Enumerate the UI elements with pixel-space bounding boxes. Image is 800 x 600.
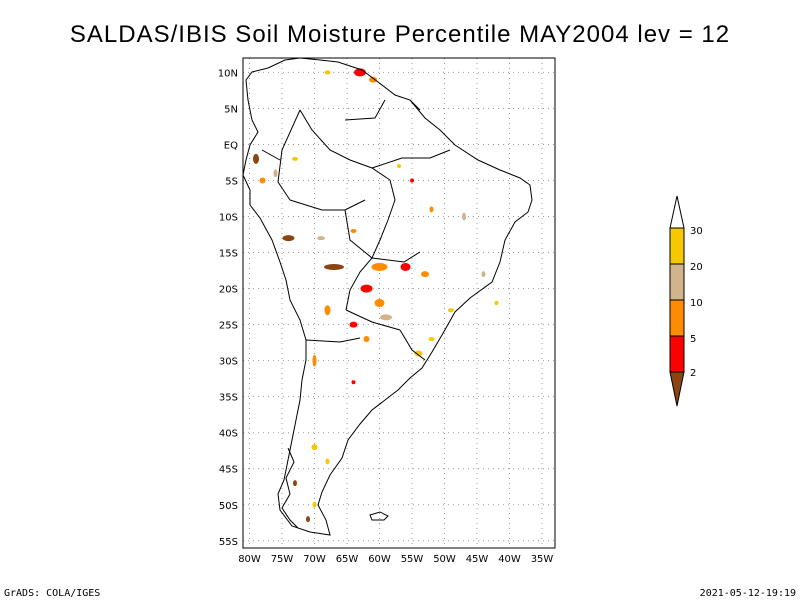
latitude-tick-label: 20S	[219, 285, 238, 296]
percentile-patch	[462, 212, 466, 221]
percentile-patch	[374, 299, 385, 307]
percentile-patch	[414, 350, 423, 357]
latitude-tick-label: 40S	[219, 429, 238, 440]
percentile-patches	[253, 68, 499, 523]
percentile-patch	[363, 336, 370, 343]
percentile-patch	[421, 271, 429, 278]
latitude-tick-label: 5N	[224, 104, 238, 115]
percentile-patch	[397, 164, 401, 169]
latitude-tick-label: 35S	[219, 393, 238, 404]
latitude-tick-label: 30S	[219, 357, 238, 368]
percentile-patch	[349, 321, 358, 328]
percentile-patch	[312, 354, 317, 367]
coastline-outlines	[242, 57, 533, 536]
colorbar-label: 5	[690, 334, 696, 345]
latitude-tick-labels: 10N 5N EQ 5S 10S 15S 20S 25S 30S 35S 40S 45S 50S 55S	[218, 68, 238, 547]
colorbar-bottom-triangle	[669, 371, 685, 407]
longitude-tick-label: 60W	[368, 554, 391, 565]
footer-timestamp: 2021-05-12-19:19	[700, 588, 796, 599]
percentile-patch	[448, 308, 454, 313]
chiloe-islands	[281, 447, 299, 529]
percentile-patch	[324, 70, 331, 75]
percentile-patch	[311, 444, 318, 451]
latitude-tick-label: 55S	[219, 537, 238, 548]
percentile-patch	[312, 501, 317, 508]
longitude-tick-label: 80W	[238, 554, 261, 565]
longitude-tick-label: 45W	[466, 554, 489, 565]
colorbar-label: 30	[690, 226, 703, 237]
colorbar-label: 2	[690, 368, 696, 379]
percentile-patch	[400, 262, 411, 271]
country-borders	[261, 99, 451, 361]
percentile-patch	[324, 263, 344, 270]
latitude-tick-label: 10N	[218, 68, 238, 79]
latitude-tick-label: 50S	[219, 501, 238, 512]
colorbar	[669, 195, 685, 407]
colorbar-box-10-20	[669, 263, 685, 301]
percentile-patch	[324, 305, 331, 316]
colorbar-top-triangle	[669, 195, 685, 229]
percentile-patch	[253, 153, 259, 164]
colorbar-box-20-30	[669, 227, 685, 265]
graticule	[243, 58, 555, 548]
percentile-patch	[259, 177, 266, 184]
latitude-tick-label: 10S	[219, 213, 238, 224]
colorbar-label: 10	[690, 298, 703, 309]
longitude-tick-label: 55W	[401, 554, 424, 565]
colorbar-labels: 30 20 10 5 2	[690, 226, 703, 379]
percentile-patch	[273, 169, 278, 178]
longitude-tick-label: 35W	[531, 554, 554, 565]
percentile-patch	[371, 262, 388, 271]
percentile-patch	[494, 301, 499, 305]
percentile-patch	[369, 76, 377, 83]
latitude-tick-label: 25S	[219, 321, 238, 332]
longitude-tick-label: 40W	[498, 554, 521, 565]
colorbar-box-2-5	[669, 335, 685, 373]
percentile-patch	[292, 156, 298, 161]
longitude-tick-label: 65W	[336, 554, 359, 565]
colorbar-label: 20	[690, 262, 703, 273]
percentile-patch	[325, 458, 330, 465]
latitude-tick-label: 5S	[225, 177, 238, 188]
percentile-patch	[282, 235, 295, 242]
percentile-patch	[360, 284, 373, 293]
percentile-patch	[429, 206, 434, 213]
latitude-tick-label: 15S	[219, 249, 238, 260]
longitude-tick-label: 50W	[433, 554, 456, 565]
colorbar-box-5-10	[669, 299, 685, 337]
map-title: SALDAS/IBIS Soil Moisture Percentile MAY…	[70, 21, 730, 48]
percentile-patch	[293, 480, 297, 487]
percentile-patch	[428, 337, 435, 342]
longitude-tick-label: 75W	[271, 554, 294, 565]
map-frame	[242, 57, 556, 549]
percentile-patch	[350, 228, 357, 233]
percentile-patch	[317, 236, 325, 241]
percentile-patch	[306, 516, 310, 523]
latitude-tick-label: 45S	[219, 465, 238, 476]
latitude-tick-label: EQ	[224, 140, 238, 151]
percentile-patch	[481, 271, 486, 278]
falkland-islands	[369, 511, 389, 521]
percentile-patch	[380, 314, 392, 321]
percentile-patch	[351, 380, 356, 385]
south-america-coastline	[242, 57, 533, 536]
longitude-tick-label: 70W	[303, 554, 326, 565]
longitude-tick-labels: 80W 75W 70W 65W 60W 55W 50W 45W 40W 35W	[238, 554, 553, 565]
footer-credit: GrADS: COLA/IGES	[4, 588, 100, 599]
percentile-patch	[410, 178, 414, 183]
